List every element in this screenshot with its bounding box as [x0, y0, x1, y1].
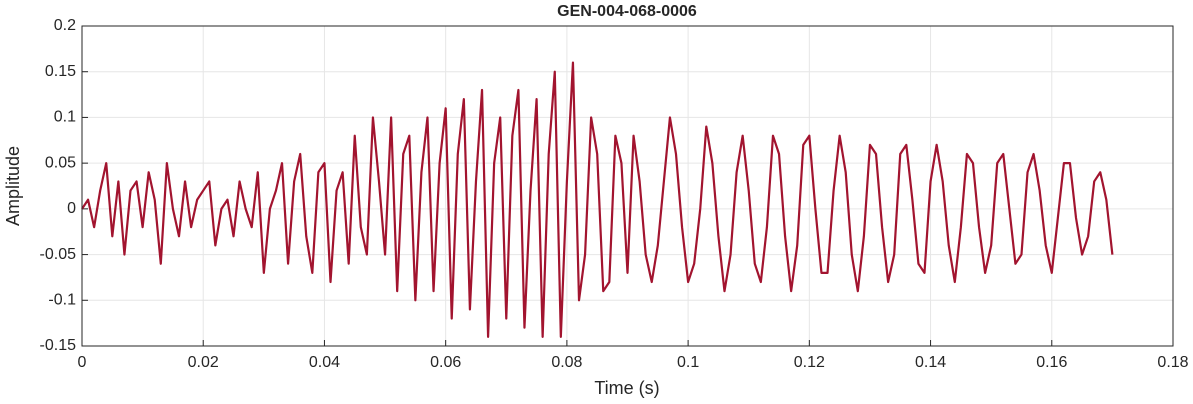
y-axis-label: Amplitude	[3, 146, 23, 226]
plot-frame	[81, 25, 1174, 347]
x-tick-label: 0.1	[677, 354, 699, 371]
y-tick-label: -0.15	[40, 337, 77, 354]
y-tick-label: 0	[67, 200, 76, 217]
x-tick-label: 0.12	[794, 354, 825, 371]
x-tick-label: 0.02	[188, 354, 219, 371]
x-tick-label: 0.14	[915, 354, 946, 371]
line	[81, 61, 1114, 338]
chart-title: GEN-004-068-0006	[557, 3, 697, 20]
y-tick-label: -0.05	[40, 246, 77, 263]
y-tick-label: 0.2	[54, 17, 76, 34]
y-tick-label: 0.1	[54, 109, 76, 126]
y-tick-label: 0.15	[45, 63, 76, 80]
y-tick-label: -0.1	[48, 292, 76, 309]
x-tick-label: 0.08	[551, 354, 582, 371]
x-tick-label: 0.04	[309, 354, 340, 371]
x-tick-label: 0.06	[430, 354, 461, 371]
x-axis-label: Time (s)	[594, 378, 659, 398]
x-tick-label: 0.16	[1036, 354, 1067, 371]
y-tick-label: 0.05	[45, 154, 76, 171]
x-tick-label: 0	[78, 354, 87, 371]
x-tick-label: 0.18	[1157, 354, 1188, 371]
